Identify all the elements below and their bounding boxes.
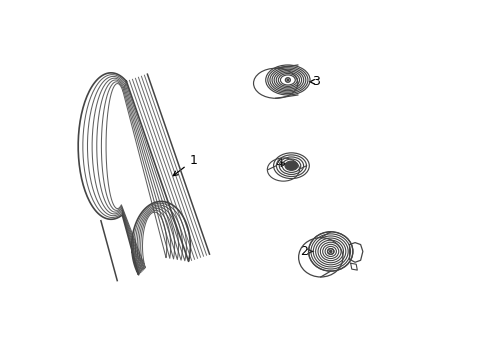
Ellipse shape [291, 165, 293, 167]
Ellipse shape [287, 79, 289, 81]
Ellipse shape [330, 251, 332, 252]
Ellipse shape [285, 161, 298, 170]
Text: 4: 4 [275, 157, 286, 170]
Text: 1: 1 [173, 154, 197, 176]
Text: 3: 3 [310, 75, 320, 88]
Text: 2: 2 [300, 245, 314, 258]
